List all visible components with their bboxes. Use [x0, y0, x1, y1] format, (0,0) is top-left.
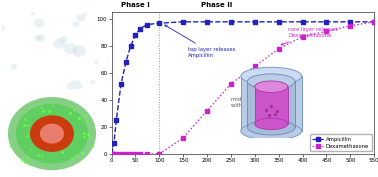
- Text: top layer releases
Ampicillin: top layer releases Ampicillin: [165, 25, 235, 58]
- Circle shape: [76, 14, 85, 21]
- Bar: [247, 81, 295, 127]
- Text: middle layer
without drug: middle layer without drug: [231, 87, 265, 108]
- Circle shape: [94, 61, 98, 64]
- Circle shape: [34, 86, 35, 87]
- Circle shape: [11, 64, 17, 69]
- Circle shape: [40, 124, 64, 144]
- Circle shape: [67, 80, 82, 94]
- Circle shape: [64, 43, 77, 55]
- Circle shape: [16, 104, 88, 164]
- Circle shape: [35, 35, 41, 41]
- Circle shape: [23, 44, 25, 45]
- Circle shape: [37, 34, 45, 41]
- Circle shape: [59, 36, 68, 43]
- Ellipse shape: [241, 67, 302, 85]
- Circle shape: [8, 97, 96, 170]
- Circle shape: [34, 18, 45, 27]
- Bar: [241, 76, 302, 131]
- Ellipse shape: [255, 81, 288, 92]
- Circle shape: [60, 18, 62, 19]
- Bar: [255, 87, 288, 124]
- Ellipse shape: [241, 122, 302, 140]
- Text: Phase II: Phase II: [201, 2, 232, 8]
- Text: core layer releases
Dexamethasone: core layer releases Dexamethasone: [281, 27, 338, 45]
- Ellipse shape: [247, 74, 295, 89]
- Circle shape: [73, 21, 80, 28]
- Circle shape: [0, 25, 6, 30]
- Circle shape: [73, 45, 86, 57]
- Text: Phase I: Phase I: [121, 2, 150, 8]
- Circle shape: [53, 38, 65, 49]
- Circle shape: [31, 12, 35, 15]
- Circle shape: [84, 13, 87, 16]
- Circle shape: [90, 80, 95, 84]
- Ellipse shape: [255, 118, 288, 130]
- Ellipse shape: [247, 120, 295, 135]
- Circle shape: [30, 115, 74, 152]
- Legend: Ampicillin, Dexamethasone: Ampicillin, Dexamethasone: [310, 135, 372, 151]
